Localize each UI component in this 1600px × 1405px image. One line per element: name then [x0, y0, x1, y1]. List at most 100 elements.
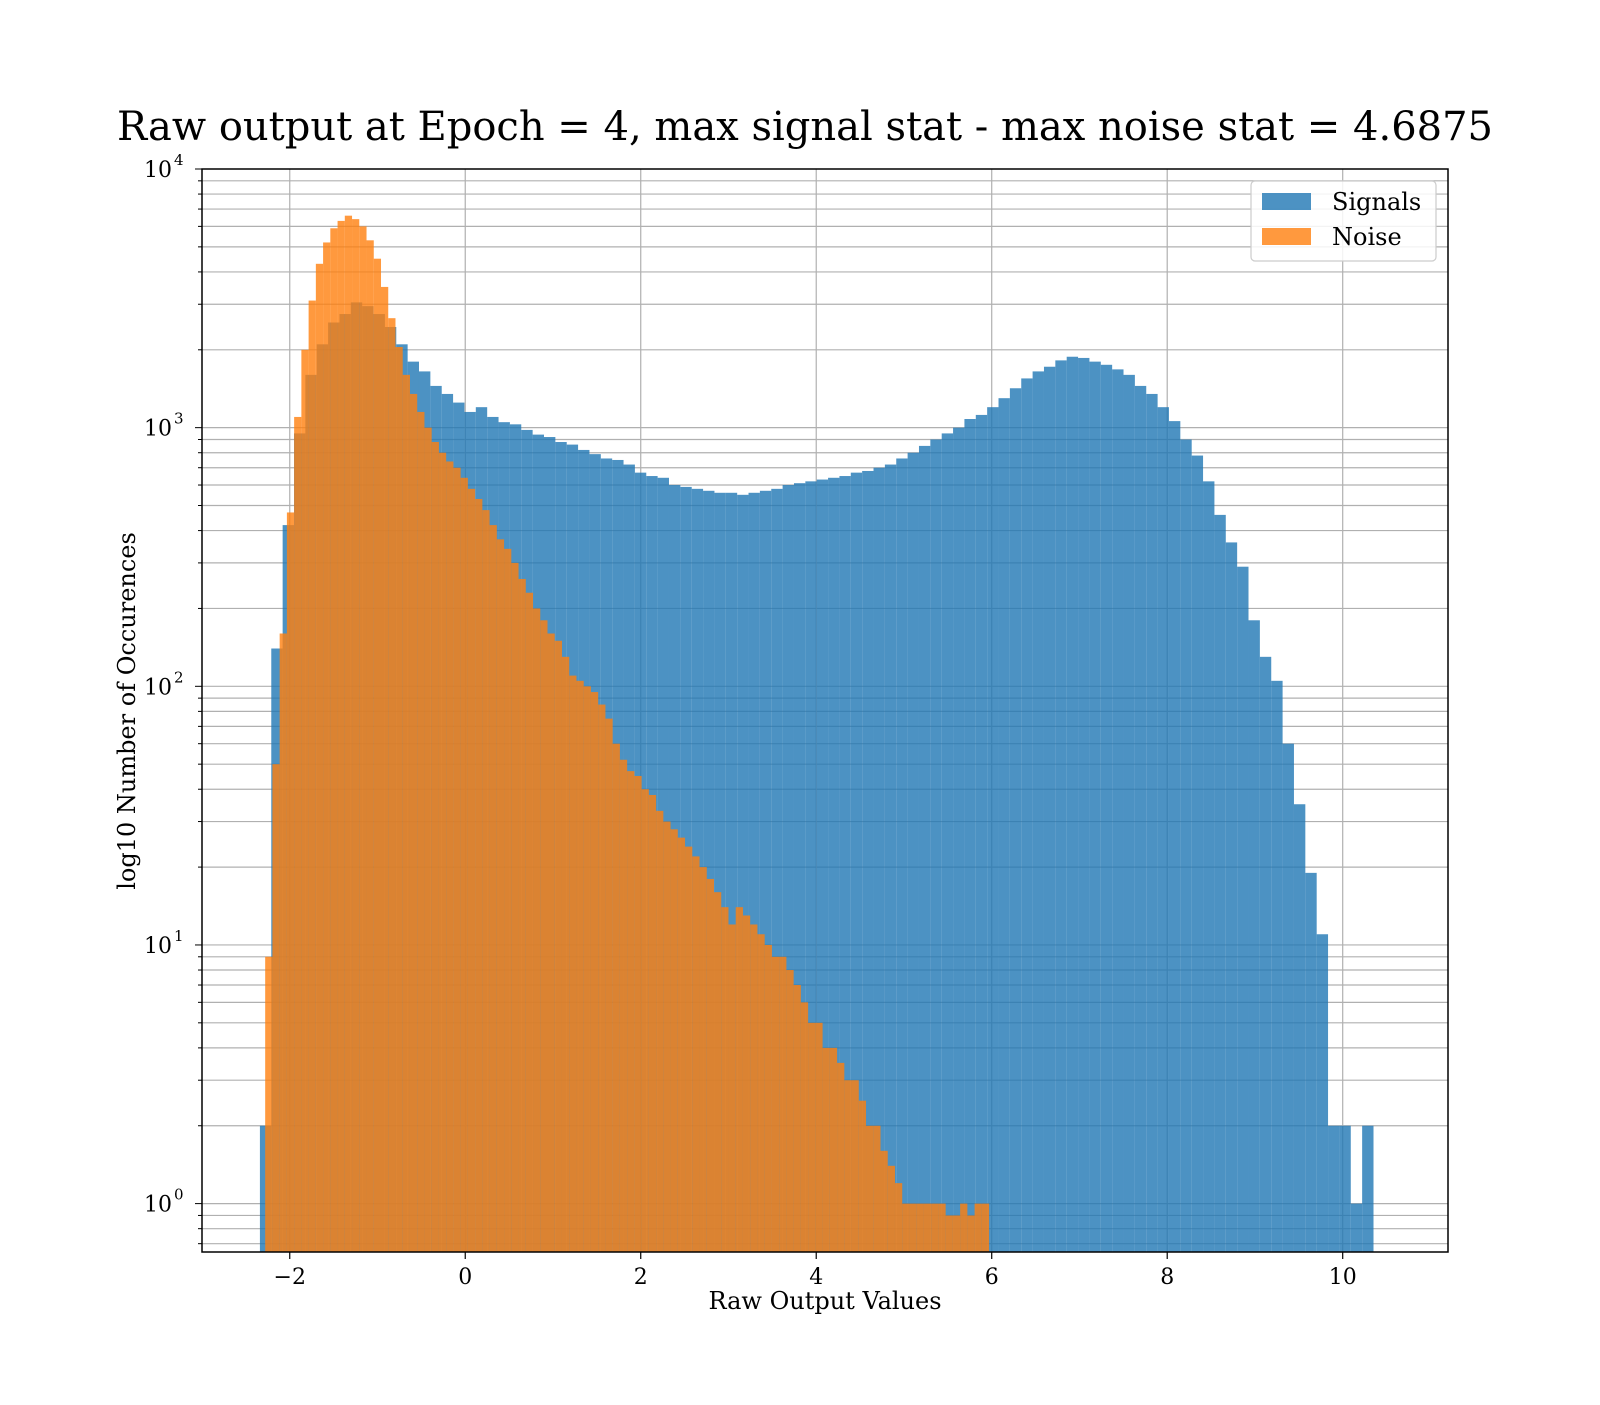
bar-noise: [742, 915, 751, 1252]
bar-signals: [998, 398, 1010, 1252]
bar-noise: [446, 461, 454, 1252]
y-axis-label: log10 Number of Occurences: [113, 532, 141, 890]
bar-noise: [337, 220, 345, 1253]
bar-noise: [641, 789, 649, 1252]
bar-signals: [1214, 514, 1226, 1252]
y-tick-label: 10: [144, 675, 172, 700]
bar-signals: [1100, 364, 1113, 1252]
bar-noise: [272, 764, 280, 1252]
bar-noise: [902, 1203, 910, 1252]
bar-noise: [533, 608, 541, 1252]
bar-noise: [815, 1022, 823, 1252]
chart-title: Raw output at Epoch = 4, max signal stat…: [117, 104, 1493, 150]
bar-noise: [482, 510, 490, 1253]
bar-noise: [344, 215, 353, 1252]
series-noise: [265, 215, 990, 1253]
bar-noise: [873, 1125, 881, 1252]
bar-noise: [395, 347, 403, 1253]
bar-noise: [352, 219, 360, 1252]
bar-noise: [496, 539, 505, 1252]
bar-noise: [438, 452, 447, 1253]
bar-signals: [1259, 656, 1272, 1252]
bar-signals: [1089, 361, 1101, 1252]
bar-noise: [779, 956, 787, 1252]
bar-signals: [1237, 566, 1249, 1252]
bar-signals: [1293, 804, 1306, 1252]
bar-noise: [475, 498, 483, 1252]
bar-noise: [916, 1203, 924, 1252]
bar-signals: [1066, 356, 1079, 1252]
bar-noise: [301, 349, 309, 1252]
bar-noise: [373, 258, 382, 1253]
bar-signals: [1191, 455, 1204, 1252]
bar-noise: [627, 771, 635, 1252]
bar-signals: [1146, 393, 1158, 1252]
bar-noise: [880, 1150, 888, 1252]
bar-noise: [619, 759, 628, 1252]
bar-signals: [907, 452, 919, 1253]
y-tick-exponent: 3: [174, 410, 184, 428]
bar-signals: [1339, 1125, 1351, 1252]
bar-signals: [1134, 385, 1147, 1252]
bar-noise: [605, 718, 613, 1252]
bar-noise: [359, 226, 367, 1252]
bar-noise: [294, 416, 302, 1253]
bar-noise: [417, 411, 425, 1252]
plot-frame: [201, 168, 1449, 1253]
bar-noise: [279, 633, 287, 1252]
bar-signals: [1021, 378, 1033, 1253]
bar-signals: [1362, 1125, 1374, 1252]
bar-signals: [953, 427, 965, 1252]
bar-noise: [887, 1165, 895, 1252]
bar-signals: [725, 492, 738, 1252]
bar-noise: [728, 924, 736, 1252]
bar-noise: [750, 924, 758, 1252]
bar-signals: [759, 490, 772, 1252]
bar-noise: [677, 837, 686, 1252]
bar-signals: [782, 485, 794, 1252]
bar-signals: [1271, 680, 1283, 1252]
bar-noise: [590, 692, 599, 1252]
bar-noise: [960, 1203, 968, 1252]
bar-signals: [964, 419, 976, 1252]
x-tick-label: 10: [1329, 1265, 1357, 1290]
bar-noise: [366, 240, 374, 1252]
bar-noise: [504, 548, 512, 1252]
bar-noise: [648, 794, 657, 1252]
bar-noise: [822, 1047, 830, 1252]
bar-noise: [757, 934, 765, 1252]
bar-signals: [839, 476, 851, 1252]
bar-signals: [737, 494, 749, 1252]
bar-noise: [692, 856, 700, 1252]
bar-noise: [837, 1062, 845, 1252]
bar-signals: [941, 433, 954, 1252]
bar-signals: [1248, 620, 1260, 1252]
bar-signals: [828, 477, 840, 1252]
bar-noise: [576, 680, 584, 1252]
y-tick-exponent: 1: [174, 927, 184, 945]
bar-noise: [518, 578, 526, 1252]
bar-noise: [402, 374, 410, 1252]
bar-noise: [388, 318, 396, 1252]
bar-noise: [894, 1183, 903, 1252]
bar-signals: [1123, 374, 1135, 1252]
bar-noise: [554, 640, 562, 1252]
bar-noise: [511, 562, 519, 1252]
bar-noise: [467, 488, 476, 1253]
bar-noise: [858, 1100, 867, 1252]
bar-signals: [1078, 357, 1090, 1252]
bar-noise: [923, 1203, 932, 1252]
bar-noise: [656, 810, 664, 1252]
bar-noise: [286, 512, 295, 1252]
bar-signals: [816, 479, 829, 1252]
y-tick-label: 10: [144, 934, 172, 959]
bar-noise: [525, 592, 534, 1252]
bar-signals: [873, 467, 885, 1253]
bar-signals: [1009, 388, 1022, 1252]
bar-noise: [670, 829, 678, 1252]
y-tick-exponent: 2: [174, 668, 184, 686]
bar-noise: [808, 1022, 816, 1252]
bar-signals: [1282, 743, 1294, 1252]
